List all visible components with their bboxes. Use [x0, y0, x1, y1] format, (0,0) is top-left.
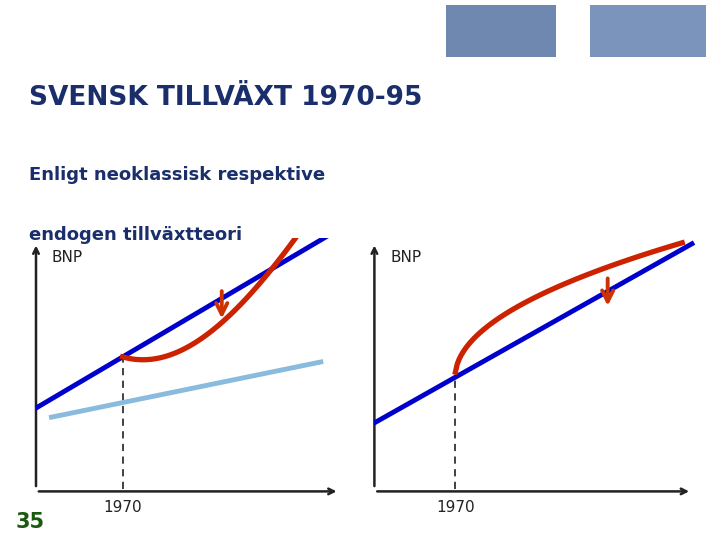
Text: 1970: 1970	[104, 500, 142, 515]
Text: BNP: BNP	[391, 251, 422, 265]
Text: Enligt neoklassisk respektive: Enligt neoklassisk respektive	[29, 166, 325, 184]
Bar	[590, 5, 706, 57]
Text: endogen tillväxtteori: endogen tillväxtteori	[29, 226, 242, 244]
Text: SVENSK TILLVÄXT 1970-95: SVENSK TILLVÄXT 1970-95	[29, 85, 422, 111]
Bar	[446, 5, 556, 57]
Text: BNP: BNP	[52, 251, 83, 265]
Text: 1970: 1970	[436, 500, 474, 515]
Text: S|E|B: S|E|B	[18, 17, 90, 42]
Text: 35: 35	[16, 512, 45, 532]
